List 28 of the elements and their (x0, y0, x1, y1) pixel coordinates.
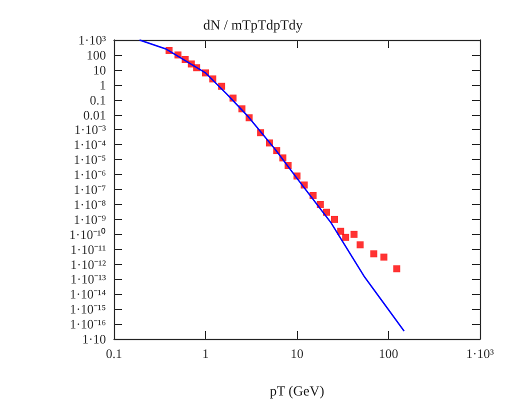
x-tick-label: 1·10³ (466, 346, 494, 361)
y-tick-label: 1·10⁻¹⁴ (70, 286, 106, 302)
y-tick-label: 1·10⁻¹³ (70, 272, 106, 287)
y-tick-label: 1·10⁻⁸ (74, 196, 106, 212)
x-tick-label: 0.1 (106, 346, 122, 361)
chart-title: dN / mTpTdpTdy (203, 18, 303, 34)
x-tick-label: 100 (378, 346, 398, 361)
y-tick-label: 1·10⁻⁴ (74, 137, 106, 152)
y-tick-label: 10 (93, 62, 106, 78)
x-axis-title: pT (GeV) (270, 384, 325, 400)
y-tick-label: 1·10⁻⁹ (74, 212, 106, 227)
y-tick-label: 1 (100, 77, 106, 92)
y-tick-label: 1·10⁻¹⁶ (70, 316, 106, 332)
x-tick-label: 10 (290, 346, 304, 361)
y-tick-label: 1·10⁻¹⁰ (69, 226, 106, 242)
y-tick-label: 0.01 (83, 107, 106, 122)
y-tick-label: 0.1 (90, 92, 106, 108)
y-tick-label: 1·10⁻¹¹ (70, 242, 106, 257)
y-tick-label: 1·10³ (78, 32, 106, 48)
x-tick-label: 1 (202, 346, 209, 361)
y-tick-label: 100 (86, 47, 106, 62)
y-tick-label: 1·10⁻³ (74, 122, 106, 138)
y-tick-label: 1·10⁻¹² (70, 256, 106, 272)
y-tick-label: 1·10⁻⁷ (74, 182, 106, 197)
y-tick-label: 1·10⁻⁶ (74, 167, 106, 182)
y-tick-label: 1·10⁻¹⁵ (70, 302, 106, 317)
y-tick-label: 1·10 (82, 332, 106, 346)
y-tick-label: 1·10⁻⁵ (74, 152, 106, 168)
